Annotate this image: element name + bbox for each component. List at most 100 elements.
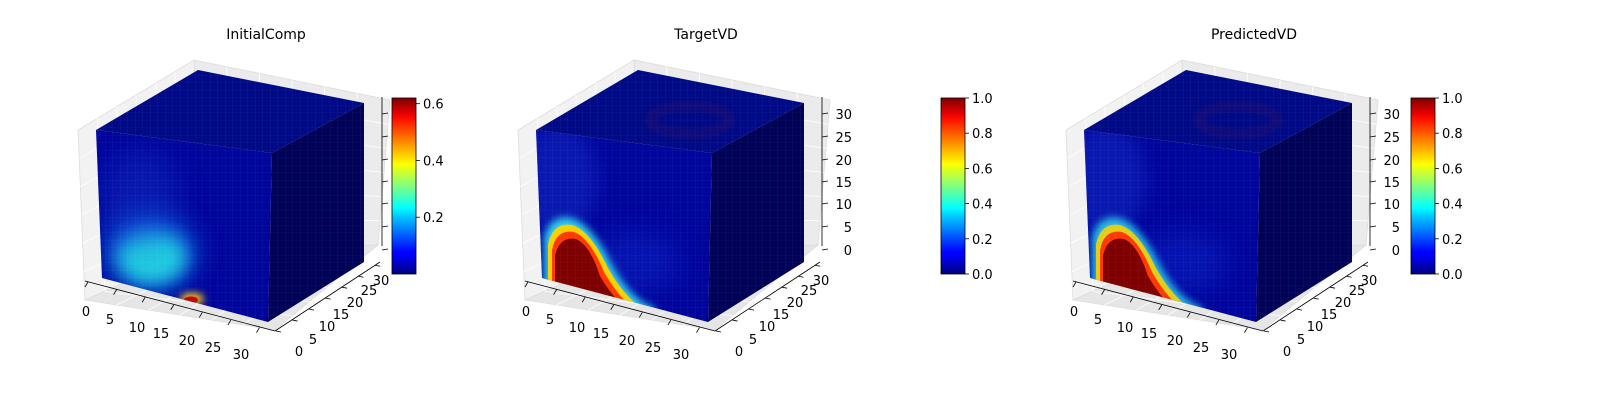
y-tick-label: 25 xyxy=(801,284,818,299)
y-tick-label: 30 xyxy=(813,274,830,289)
y-tick-label: 5 xyxy=(309,333,317,348)
front-voxel-grid xyxy=(1084,130,1260,322)
y-tick xyxy=(275,330,282,333)
z-tick-label: 25 xyxy=(1383,131,1400,146)
y-tick-label: 30 xyxy=(373,274,390,289)
y-tick xyxy=(374,264,381,267)
colorbar-tick-label: 0.0 xyxy=(972,268,993,283)
z-tick-label: 5 xyxy=(844,221,852,236)
colorbar-tick-label: 0.2 xyxy=(1442,233,1463,248)
colorbar-tick-label: 0.6 xyxy=(972,162,993,177)
colorbar-tick-label: 0.6 xyxy=(1442,162,1463,177)
side-voxel-grid xyxy=(1256,103,1352,322)
y-tick xyxy=(1346,275,1352,278)
x-tick xyxy=(581,297,586,303)
colorbar-tick-label: 0.4 xyxy=(423,154,444,169)
x-axis-line xyxy=(1072,280,1264,332)
z-tick xyxy=(381,225,389,228)
x-axis-line xyxy=(524,280,716,332)
y-axis-line xyxy=(714,261,821,332)
x-tick xyxy=(256,327,260,333)
y-tick xyxy=(325,297,331,300)
z-tick xyxy=(821,112,829,115)
colorbar-tick-label: 1.0 xyxy=(1442,92,1463,107)
x-tick xyxy=(667,319,672,326)
x-tick xyxy=(1158,304,1163,311)
x-tick-label: 15 xyxy=(153,327,170,342)
y-tick-label: 15 xyxy=(333,308,350,323)
x-tick-label: 25 xyxy=(645,341,662,356)
x-tick xyxy=(553,289,557,295)
y-tick xyxy=(732,319,738,322)
y-tick-label: 10 xyxy=(759,320,776,335)
x-tick-label: 0 xyxy=(522,305,530,320)
z-tick xyxy=(1369,225,1377,228)
z-tick xyxy=(821,158,829,161)
y-tick-label: 20 xyxy=(1335,296,1352,311)
z-tick-label: 10 xyxy=(1383,198,1400,213)
x-tick-label: 20 xyxy=(619,334,636,349)
x-tick xyxy=(198,312,203,318)
x-tick xyxy=(170,304,175,311)
colorbar-gradient xyxy=(940,97,966,275)
z-tick-label: 15 xyxy=(835,176,852,191)
y-tick xyxy=(1280,319,1286,322)
z-tick xyxy=(381,135,389,138)
colorbar-tick-label: 0.2 xyxy=(972,233,993,248)
z-tick xyxy=(821,135,829,138)
colorbar-tick-label: 0.6 xyxy=(423,98,444,113)
x-tick xyxy=(113,289,117,295)
y-tick xyxy=(308,308,315,311)
z-tick xyxy=(1369,180,1377,183)
top-voxel-grid xyxy=(1084,70,1352,153)
y-tick xyxy=(781,286,788,289)
x-tick xyxy=(141,297,146,303)
z-tick xyxy=(381,248,389,251)
x-tick-label: 10 xyxy=(1117,321,1134,336)
x-tick-label: 0 xyxy=(82,305,90,320)
y-tick xyxy=(814,264,821,267)
z-tick-label: 20 xyxy=(835,154,852,169)
y-tick xyxy=(341,286,348,289)
colorbar-tick-label: 0.0 xyxy=(1442,268,1463,283)
y-tick-label: 10 xyxy=(319,320,336,335)
colorbar-tick-label: 0.4 xyxy=(972,198,993,213)
front-voxel-grid xyxy=(536,130,712,322)
x-tick xyxy=(1244,327,1248,333)
side-voxel-grid xyxy=(708,103,804,322)
y-tick-label: 20 xyxy=(787,296,804,311)
chart-title: TargetVD xyxy=(673,27,738,43)
x-tick xyxy=(696,327,700,333)
x-tick xyxy=(524,281,529,288)
z-tick xyxy=(1369,202,1377,205)
top-voxel-grid xyxy=(96,70,364,153)
y-tick xyxy=(798,275,804,278)
top-faint-ring xyxy=(647,103,733,137)
z-tick-label: 25 xyxy=(835,131,852,146)
z-tick-label: 0 xyxy=(844,244,852,259)
x-tick xyxy=(84,281,89,288)
y-tick-label: 0 xyxy=(735,345,743,360)
y-tick-label: 0 xyxy=(1283,345,1291,360)
z-tick xyxy=(381,180,389,183)
z-tick xyxy=(821,180,829,183)
colorbar-tick-label: 1.0 xyxy=(972,92,993,107)
y-tick-label: 0 xyxy=(295,345,303,360)
x-tick-label: 5 xyxy=(1094,313,1102,328)
y-axis-line xyxy=(1262,261,1369,332)
y-tick-label: 5 xyxy=(1297,333,1305,348)
x-tick-label: 15 xyxy=(593,327,610,342)
z-tick xyxy=(821,202,829,205)
z-tick-label: 20 xyxy=(1383,154,1400,169)
z-tick-label: 30 xyxy=(835,108,852,123)
colorbar-tick-label: 0.8 xyxy=(972,127,993,142)
z-tick xyxy=(381,112,389,115)
z-tick-label: 10 xyxy=(835,198,852,213)
colorbar: 0.0 0.2 0.4 0.6 0.8 1.0 xyxy=(940,92,993,283)
x-tick-label: 25 xyxy=(1193,341,1210,356)
colorbar: 0.2 0.4 0.6 xyxy=(391,97,444,275)
x-tick-label: 25 xyxy=(205,341,222,356)
x-tick xyxy=(1101,289,1105,295)
colorbar-tick-label: 0.2 xyxy=(423,211,444,226)
